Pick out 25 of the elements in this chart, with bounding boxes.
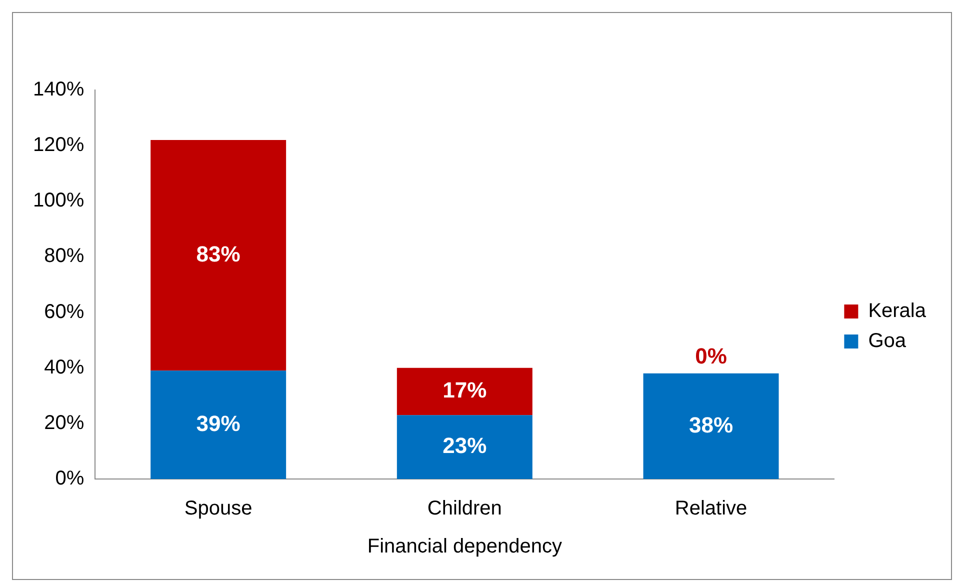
y-tick-label: 80%: [44, 245, 84, 268]
bar: [396, 415, 532, 479]
legend-label: Kerala: [868, 300, 927, 322]
y-tick-label: 20%: [44, 412, 84, 434]
bar: [150, 140, 286, 371]
x-axis-title: Financial dependency: [367, 536, 562, 558]
data-label: 38%: [688, 412, 734, 438]
y-tick-label: 40%: [44, 356, 84, 378]
data-label: 39%: [196, 410, 240, 436]
data-label: 0%: [695, 343, 727, 368]
bar: [396, 368, 532, 416]
data-label: 83%: [196, 241, 240, 266]
bar: [150, 370, 286, 479]
y-tick-label: 100%: [32, 190, 84, 212]
y-tick-label: 0%: [55, 468, 84, 490]
bar: [643, 373, 779, 479]
data-label: 23%: [442, 433, 487, 458]
y-tick-label: 60%: [44, 300, 84, 323]
legend-label: Goa: [868, 330, 907, 352]
x-tick-label: Children: [427, 498, 502, 520]
x-tick-label: Relative: [674, 498, 748, 520]
y-tick-label: 140%: [32, 78, 84, 101]
y-tick-label: 120%: [32, 134, 84, 156]
data-label: 17%: [442, 378, 487, 403]
x-tick-label: Spouse: [184, 498, 252, 520]
